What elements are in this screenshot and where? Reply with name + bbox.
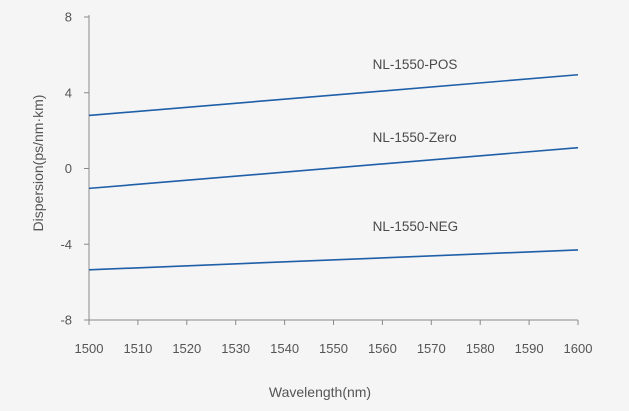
- x-tick-label: 1520: [172, 341, 201, 356]
- series-line-2: [88, 249, 579, 271]
- series-line-0: [88, 73, 579, 117]
- series-labels: NL-1550-POS NL-1550-Zero NL-1550-NEG: [373, 57, 459, 234]
- x-tick-label: 1510: [123, 341, 152, 356]
- series-label-2: NL-1550-NEG: [373, 219, 459, 234]
- x-tick-label: 1570: [417, 341, 446, 356]
- y-tick-label: -8: [60, 313, 72, 328]
- x-tick-label: 1500: [75, 341, 104, 356]
- y-tick-label: 0: [65, 161, 72, 176]
- y-tick-label: 8: [65, 10, 72, 25]
- series-label-0: NL-1550-POS: [373, 57, 458, 72]
- y-tick-label: 4: [65, 85, 72, 100]
- x-tick-label: 1550: [319, 341, 348, 356]
- series-line-1: [88, 146, 579, 190]
- x-tick-label: 1600: [564, 341, 593, 356]
- tick-labels: 1500 1510 1520 1530 1540 1550 1560 1570 1580 1590…: [60, 10, 592, 357]
- y-tick-label: -4: [60, 237, 72, 252]
- x-tick-label: 1560: [368, 341, 397, 356]
- series-lines: [88, 73, 579, 271]
- x-tick-label: 1540: [270, 341, 299, 356]
- x-axis-title: Wavelength(nm): [269, 384, 371, 400]
- x-tick-label: 1530: [221, 341, 250, 356]
- series-label-1: NL-1550-Zero: [373, 130, 457, 145]
- x-tick-label: 1580: [466, 341, 495, 356]
- y-axis-title: Dispersion(ps/nm·km): [30, 95, 46, 232]
- x-tick-label: 1590: [515, 341, 544, 356]
